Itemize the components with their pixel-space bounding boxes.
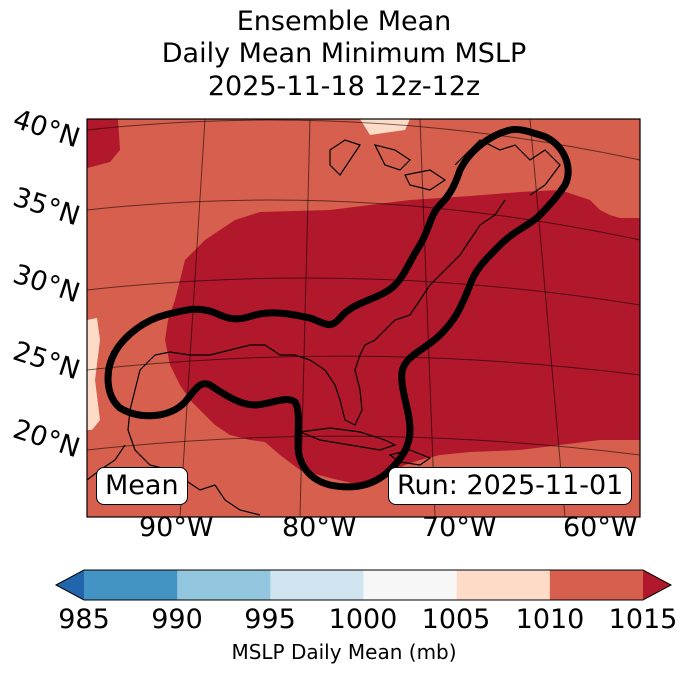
title-line-1: Ensemble Mean <box>236 6 452 37</box>
pressure-field-1005-west <box>87 318 100 430</box>
colorbar-tick-985: 985 <box>58 604 110 635</box>
colorbar-outline <box>54 569 673 601</box>
colorbar-segment <box>363 570 458 600</box>
pressure-field-1015 <box>87 119 120 168</box>
colorbar-segment <box>549 570 644 600</box>
colorbar-segment <box>270 570 364 600</box>
colorbar-extend-low <box>56 570 84 600</box>
colorbar-tick-1010: 1010 <box>515 604 585 635</box>
mean-label: Mean <box>96 467 188 505</box>
lon-label-80w: 80°W <box>282 512 357 543</box>
title-line-3: 2025-11-18 12z-12z <box>207 71 481 102</box>
title-line-2: Daily Mean Minimum MSLP <box>161 38 527 69</box>
colorbar-segment <box>177 570 271 600</box>
colorbar-extend-high <box>643 570 671 600</box>
map-panel <box>86 118 641 518</box>
run-label: Run: 2025-11-01 <box>388 467 633 505</box>
lon-label-90w: 90°W <box>139 512 214 543</box>
contour-1015 <box>104 126 572 491</box>
colorbar-tick-1000: 1000 <box>328 604 398 635</box>
colorbar-segment <box>456 570 551 600</box>
graticule <box>87 119 640 517</box>
colorbar-tick-990: 990 <box>151 604 203 635</box>
lon-label-60w: 60°W <box>563 512 638 543</box>
colorbar-label: MSLP Daily Mean (mb) <box>231 640 457 664</box>
colorbar-tick-995: 995 <box>244 604 296 635</box>
map-frame <box>86 118 641 518</box>
pressure-field-1015-main <box>165 190 640 485</box>
colorbar-tick-1015: 1015 <box>608 604 678 635</box>
lon-label-70w: 70°W <box>422 512 497 543</box>
colorbar-tick-1005: 1005 <box>421 604 491 635</box>
colorbar-segment <box>84 570 178 600</box>
